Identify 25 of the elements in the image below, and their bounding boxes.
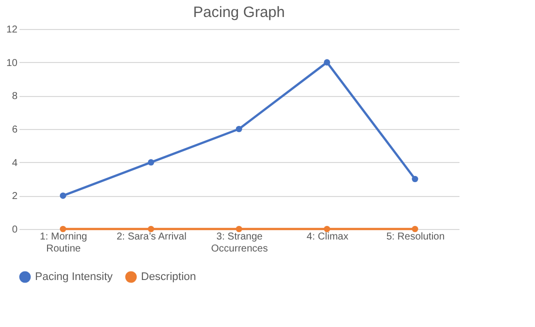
x-tick-label: 5: Resolution — [386, 232, 445, 242]
point — [236, 226, 242, 232]
y-tick-label: 4 — [12, 158, 18, 169]
legend-label: Description — [141, 271, 196, 283]
point — [324, 226, 330, 232]
point — [148, 159, 154, 166]
x-tick-label: 2: Sara’s Arrival — [116, 232, 186, 242]
point — [148, 226, 154, 232]
point — [60, 226, 66, 232]
point — [412, 176, 418, 182]
point — [324, 59, 330, 66]
x-tick-label: 4: Climax — [306, 232, 348, 242]
y-tick-label: 2 — [12, 191, 18, 202]
point — [60, 192, 66, 199]
point — [412, 226, 418, 232]
legend-label: Pacing Intensity — [35, 271, 114, 283]
y-tick-label: 0 — [12, 224, 18, 236]
chart-title: Pacing Graph — [193, 4, 285, 21]
point — [236, 126, 242, 132]
y-tick-label: 6 — [12, 124, 18, 136]
y-tick-label: 12 — [6, 24, 18, 36]
y-tick-label: 10 — [6, 58, 18, 69]
x-tick-label: 1: Morning Routine — [40, 232, 88, 254]
x-tick-label: 3: Strange Occurrences — [211, 232, 268, 254]
y-tick-label: 8 — [12, 91, 18, 102]
